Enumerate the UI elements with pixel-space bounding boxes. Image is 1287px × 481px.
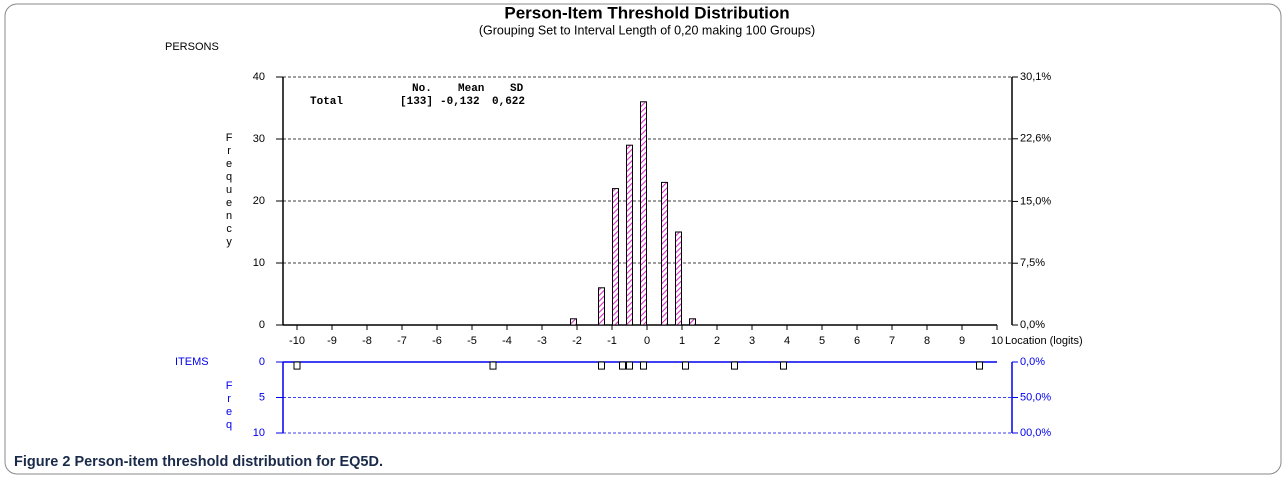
stats-header: No.: [412, 83, 432, 95]
chart-title: Person-Item Threshold Distribution: [504, 3, 789, 22]
bar: [626, 144, 633, 326]
x-tick-label: 1: [679, 335, 685, 347]
bar: [640, 361, 647, 370]
caption: Figure 2 Person-item threshold distribut…: [14, 454, 383, 470]
x-tick-label: -6: [432, 335, 442, 347]
x-tick-label: 3: [749, 335, 755, 347]
bar: [689, 318, 696, 326]
bar: [976, 361, 983, 370]
x-axis-label: Location (logits): [1005, 335, 1083, 347]
bar: [619, 361, 626, 370]
x-tick-label: 10: [991, 335, 1003, 347]
y-label: ITEMS: [175, 356, 209, 368]
y2-tick-label: 00,0%: [1020, 427, 1051, 439]
y-axis-title: Frequency: [223, 132, 235, 249]
y-tick-label: 20: [253, 195, 265, 207]
x-tick-label: -10: [289, 335, 305, 347]
stats-row-label: Total: [310, 96, 343, 108]
bar: [293, 361, 301, 370]
x-tick-label: -4: [502, 335, 512, 347]
stats-value: [133]: [400, 96, 433, 108]
y-tick-label: 40: [253, 71, 265, 83]
y-tick-label: 0: [259, 319, 265, 331]
caption-label: Figure 2: [14, 454, 70, 470]
bar: [731, 361, 738, 370]
x-tick-label: -7: [397, 335, 407, 347]
x-tick-label: -1: [607, 335, 617, 347]
y-axis-title: Freq: [223, 380, 235, 432]
x-tick-label: 7: [889, 335, 895, 347]
bar: [489, 361, 497, 370]
stats-header: Mean: [458, 83, 484, 95]
y-label: PERSONS: [165, 41, 219, 53]
bar: [661, 181, 668, 326]
bar: [780, 361, 787, 370]
bar: [598, 287, 605, 326]
y2-tick-label: 0,0%: [1020, 356, 1045, 368]
x-tick-label: -8: [362, 335, 372, 347]
y2-tick-label: 30,1%: [1020, 71, 1051, 83]
x-tick-label: -2: [572, 335, 582, 347]
x-tick-label: 4: [784, 335, 790, 347]
bar: [675, 231, 682, 326]
y-tick-label: 0: [259, 356, 265, 368]
x-tick-label: 5: [819, 335, 825, 347]
y-tick-label: 30: [253, 133, 265, 145]
y2-tick-label: 0,0%: [1020, 319, 1045, 331]
caption-text: Person-item threshold distribution for E…: [74, 454, 383, 470]
bar: [612, 188, 619, 326]
stats-header: SD: [510, 83, 524, 95]
y2-tick-label: 7,5%: [1020, 257, 1045, 269]
y-tick-label: 10: [253, 257, 265, 269]
y2-tick-label: 15,0%: [1020, 195, 1051, 207]
x-tick-label: 8: [924, 335, 930, 347]
bar: [640, 101, 647, 326]
y2-tick-label: 22,6%: [1020, 133, 1051, 145]
bar: [570, 318, 577, 326]
stats-value: -0,132: [440, 96, 480, 108]
bar: [682, 361, 689, 370]
y-tick-label: 5: [259, 391, 265, 403]
chart-subtitle: (Grouping Set to Interval Length of 0,20…: [479, 23, 815, 37]
x-tick-label: -3: [537, 335, 547, 347]
y-tick-label: 10: [253, 427, 265, 439]
bar: [598, 361, 605, 370]
stats-value: 0,622: [492, 96, 525, 108]
x-tick-label: 6: [854, 335, 860, 347]
y2-tick-label: 50,0%: [1020, 391, 1051, 403]
x-tick-label: -9: [327, 335, 337, 347]
x-tick-label: 2: [714, 335, 720, 347]
bar: [626, 361, 633, 370]
x-tick-label: -5: [467, 335, 477, 347]
x-tick-label: 0: [644, 335, 650, 347]
x-tick-label: 9: [959, 335, 965, 347]
